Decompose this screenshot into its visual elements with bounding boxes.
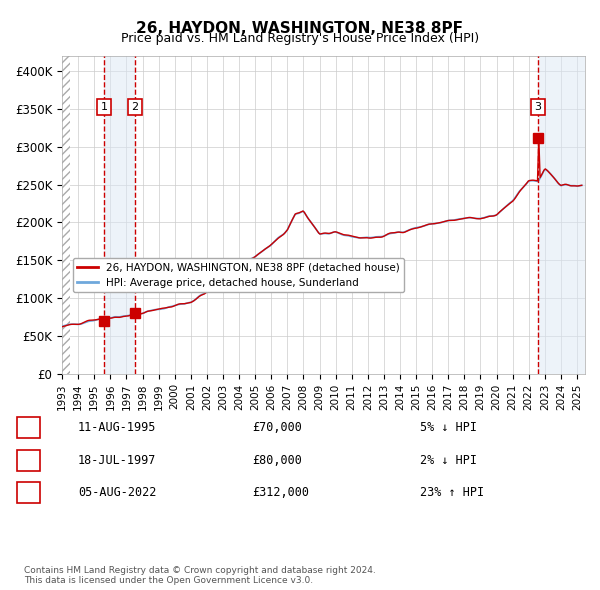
Bar (62, 56, 70, 373)
Text: 05-AUG-2022: 05-AUG-2022 (78, 486, 157, 499)
Text: £80,000: £80,000 (252, 454, 302, 467)
Text: Contains HM Land Registry data © Crown copyright and database right 2024.: Contains HM Land Registry data © Crown c… (24, 566, 376, 575)
Text: 26, HAYDON, WASHINGTON, NE38 8PF: 26, HAYDON, WASHINGTON, NE38 8PF (137, 21, 464, 35)
Text: 2: 2 (131, 102, 139, 112)
Text: 18-JUL-1997: 18-JUL-1997 (78, 454, 157, 467)
Bar (538, 56, 585, 373)
Text: £312,000: £312,000 (252, 486, 309, 499)
Text: This data is licensed under the Open Government Licence v3.0.: This data is licensed under the Open Gov… (24, 576, 313, 585)
Text: 1: 1 (25, 421, 32, 434)
Legend: 26, HAYDON, WASHINGTON, NE38 8PF (detached house), HPI: Average price, detached : 26, HAYDON, WASHINGTON, NE38 8PF (detach… (73, 258, 404, 292)
Text: 2: 2 (25, 454, 32, 467)
Text: 2% ↓ HPI: 2% ↓ HPI (420, 454, 477, 467)
Bar (104, 56, 135, 373)
Text: £70,000: £70,000 (252, 421, 302, 434)
Text: 1: 1 (101, 102, 107, 112)
Text: 3: 3 (25, 486, 32, 499)
Text: 11-AUG-1995: 11-AUG-1995 (78, 421, 157, 434)
Text: 3: 3 (535, 102, 542, 112)
Text: 5% ↓ HPI: 5% ↓ HPI (420, 421, 477, 434)
Text: Price paid vs. HM Land Registry's House Price Index (HPI): Price paid vs. HM Land Registry's House … (121, 32, 479, 45)
Text: 23% ↑ HPI: 23% ↑ HPI (420, 486, 484, 499)
